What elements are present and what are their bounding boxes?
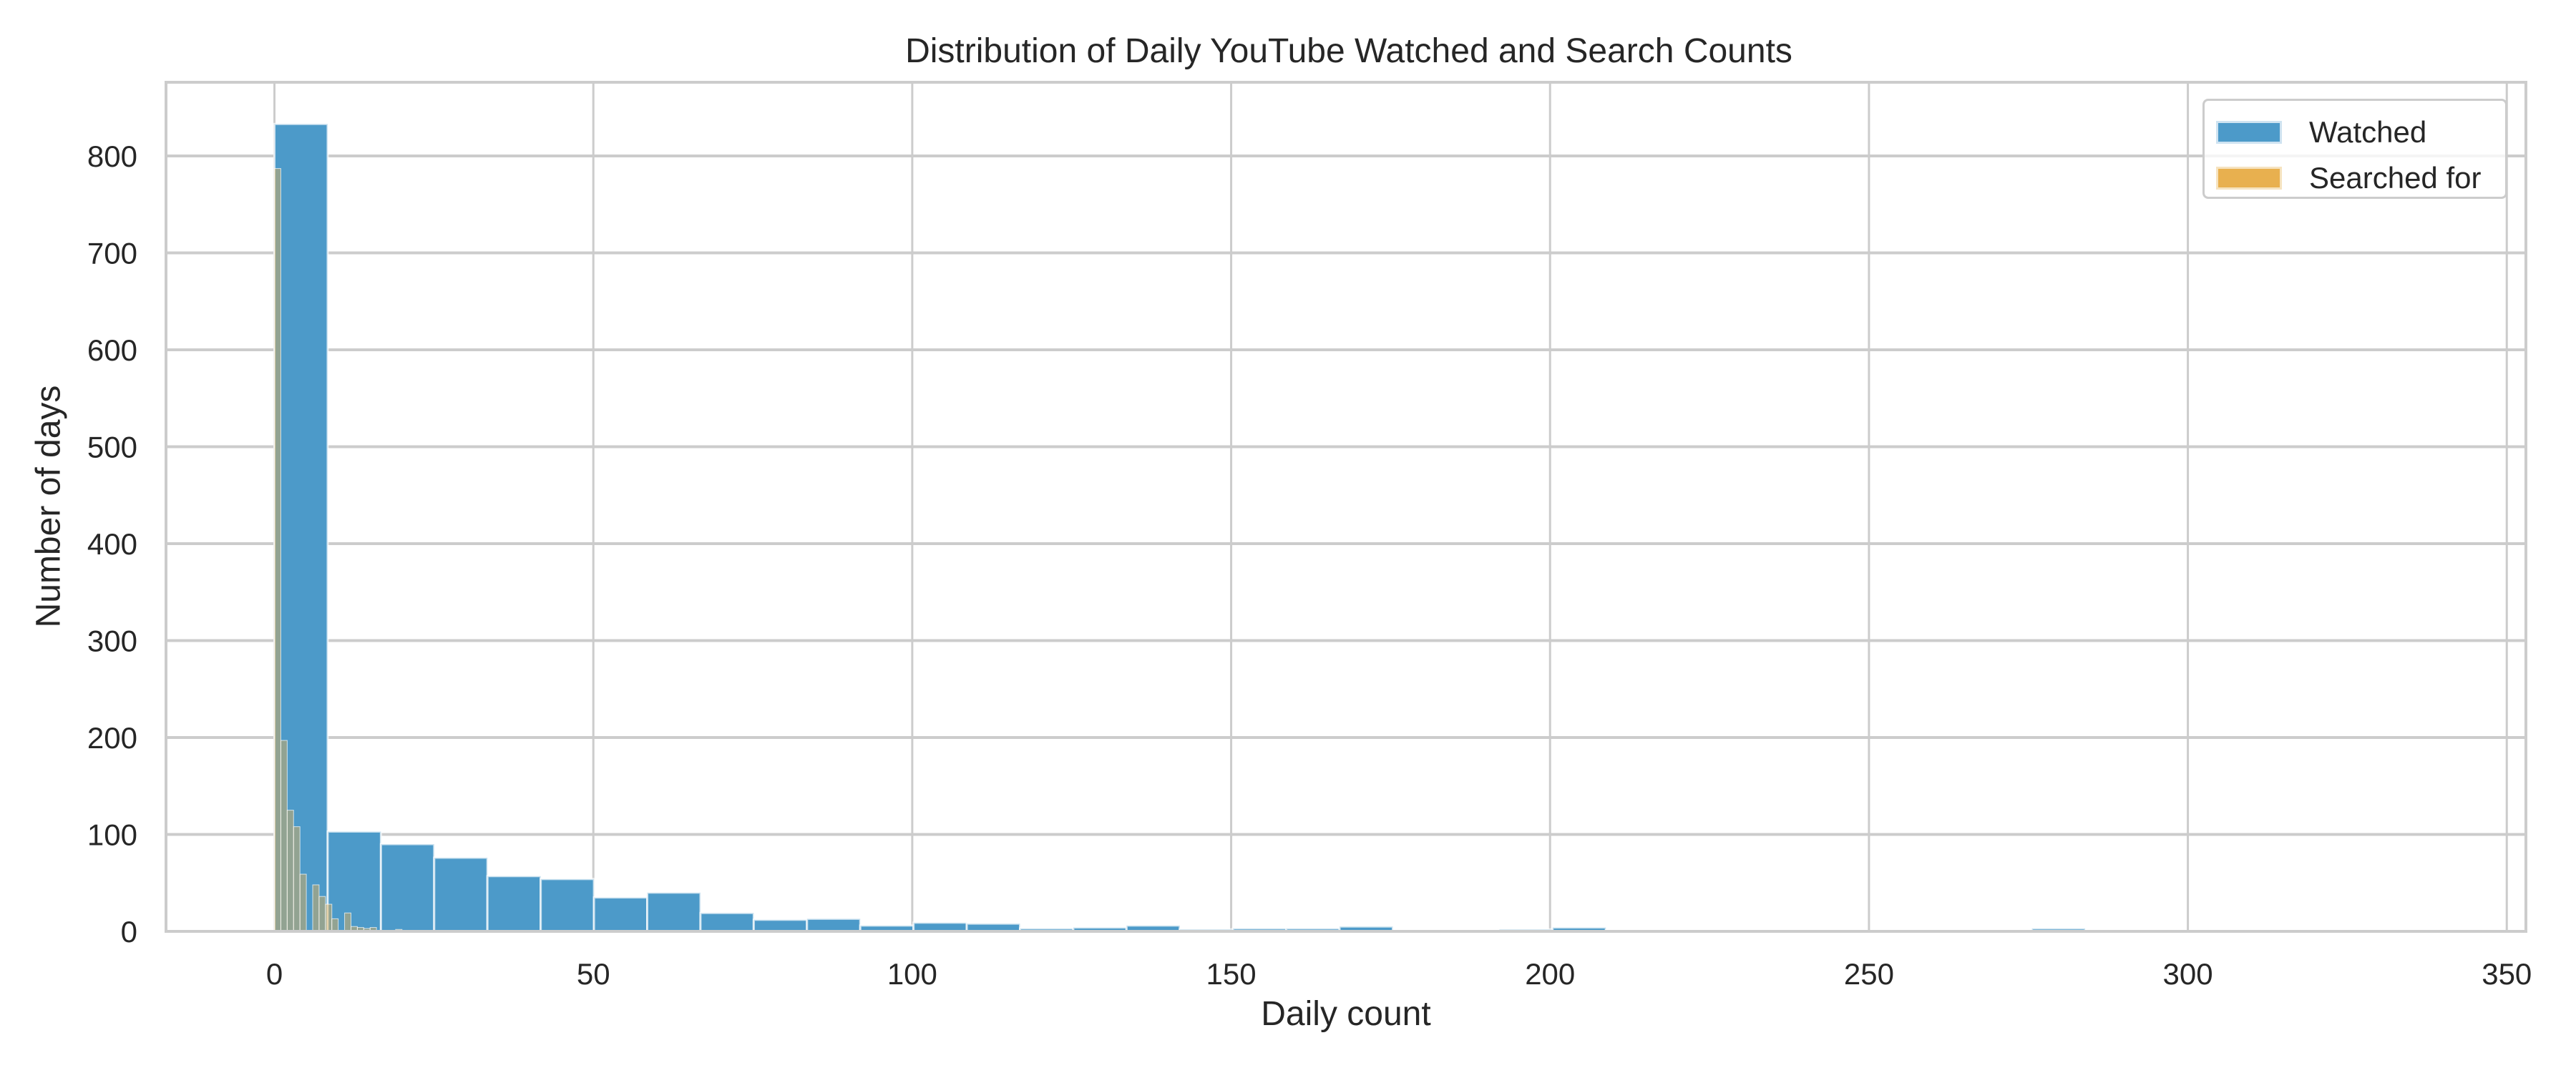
searched-bar: [344, 912, 351, 932]
searched-bar: [312, 884, 320, 932]
legend-label-watched: Watched: [2309, 115, 2427, 149]
watched-bar: [433, 856, 489, 933]
x-tick-label: 100: [887, 957, 937, 991]
y-tick-label: 300: [87, 624, 137, 657]
searched-bar: [286, 810, 294, 932]
chart-title: Distribution of Daily YouTube Watched an…: [905, 32, 1792, 70]
x-axis-label: Daily count: [1261, 995, 1431, 1033]
watched-bar: [806, 917, 862, 933]
x-tick-label: 200: [1525, 957, 1575, 991]
x-tick-label: 300: [2163, 957, 2213, 991]
searched-bar: [280, 740, 288, 932]
watched-bar: [699, 911, 755, 933]
legend: Watched Searched for: [2202, 99, 2507, 199]
y-tick-label: 100: [87, 818, 137, 851]
searched-bar: [274, 168, 281, 932]
gridlines: [166, 82, 2526, 933]
y-tick-label: 700: [87, 236, 137, 270]
y-axis-label: Number of days: [29, 385, 68, 628]
y-tick-label: 800: [87, 139, 137, 173]
watched-bar: [379, 843, 436, 933]
watched-bar: [646, 891, 702, 933]
searched-bar: [318, 896, 326, 932]
searched-bar: [331, 918, 339, 932]
legend-item-searched: Searched for: [2216, 161, 2482, 195]
y-tick-label: 200: [87, 721, 137, 755]
y-tick-label: 500: [87, 430, 137, 464]
y-tick-label: 0: [121, 915, 137, 949]
legend-label-searched: Searched for: [2309, 161, 2482, 195]
watched-bar: [592, 896, 649, 933]
x-tick-label: 250: [1844, 957, 1894, 991]
searched-bar: [293, 826, 301, 932]
watched-bar: [752, 918, 809, 933]
searched-swatch-icon: [2216, 167, 2282, 190]
watched-bar: [540, 878, 595, 933]
y-tick-labels: 0 100 200 300 400 500 600 700 800: [87, 139, 137, 949]
searched-bar: [325, 903, 333, 932]
watched-bar: [486, 875, 542, 933]
x-tick-labels: 0 50 100 150 200 250 300 350: [266, 957, 2532, 991]
x-tick-label: 50: [577, 957, 610, 991]
axes-frame: [165, 81, 2527, 933]
x-tick-label: 0: [266, 957, 283, 991]
legend-item-watched: Watched: [2216, 115, 2427, 149]
y-tick-label: 400: [87, 527, 137, 561]
x-tick-label: 150: [1206, 957, 1257, 991]
watched-bars: [273, 122, 2087, 933]
watched-swatch-icon: [2216, 121, 2282, 144]
y-tick-label: 600: [87, 333, 137, 367]
searched-bar: [299, 873, 307, 932]
watched-bar: [326, 830, 382, 933]
x-tick-label: 350: [2482, 957, 2532, 991]
